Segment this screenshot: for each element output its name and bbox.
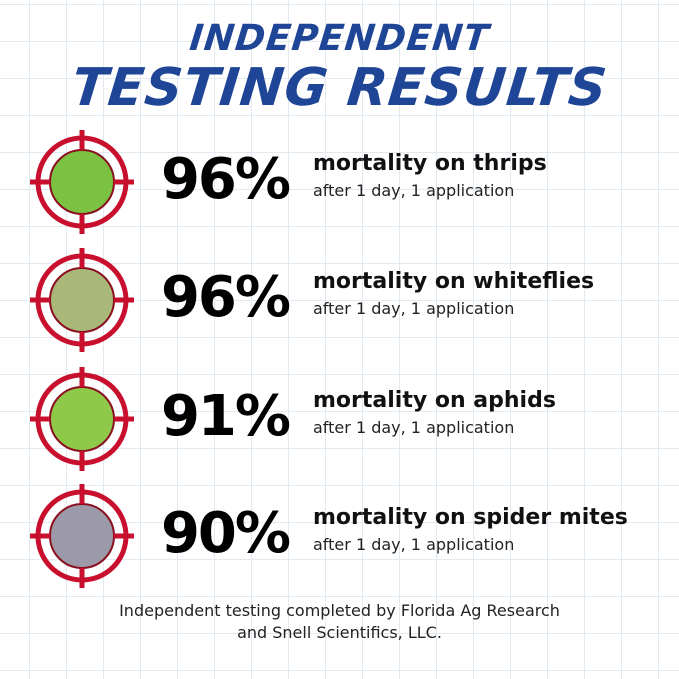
- title-line-2: TESTING RESULTS: [68, 58, 611, 118]
- pest-label: mortality on aphids: [313, 388, 556, 413]
- pest-label: mortality on spider mites: [313, 505, 628, 530]
- test-condition: after 1 day, 1 application: [313, 535, 515, 554]
- footer-line-2: and Snell Scientifics, LLC.: [237, 623, 442, 642]
- whiteflies-target-icon: [30, 248, 134, 352]
- mortality-percent: 91%: [160, 384, 291, 449]
- mortality-percent: 96%: [160, 265, 291, 330]
- test-condition: after 1 day, 1 application: [313, 181, 515, 200]
- test-condition: after 1 day, 1 application: [313, 299, 515, 318]
- test-condition: after 1 day, 1 application: [313, 418, 515, 437]
- result-row: 91% mortality on aphids after 1 day, 1 a…: [0, 362, 679, 472]
- result-row: 96% mortality on whiteflies after 1 day,…: [0, 243, 679, 353]
- pest-label: mortality on whiteflies: [313, 269, 595, 294]
- spider-mites-target-icon: [30, 484, 134, 588]
- result-row: 90% mortality on spider mites after 1 da…: [0, 479, 679, 589]
- footer-note: Independent testing completed by Florida…: [0, 600, 679, 644]
- mortality-percent: 90%: [160, 501, 291, 566]
- thrips-target-icon: [30, 130, 134, 234]
- footer-line-1: Independent testing completed by Florida…: [119, 601, 560, 620]
- aphids-target-icon: [30, 367, 134, 471]
- mortality-percent: 96%: [160, 147, 291, 212]
- title-line-1: INDEPENDENT: [187, 18, 492, 59]
- result-row: 96% mortality on thrips after 1 day, 1 a…: [0, 125, 679, 235]
- pest-label: mortality on thrips: [313, 151, 547, 176]
